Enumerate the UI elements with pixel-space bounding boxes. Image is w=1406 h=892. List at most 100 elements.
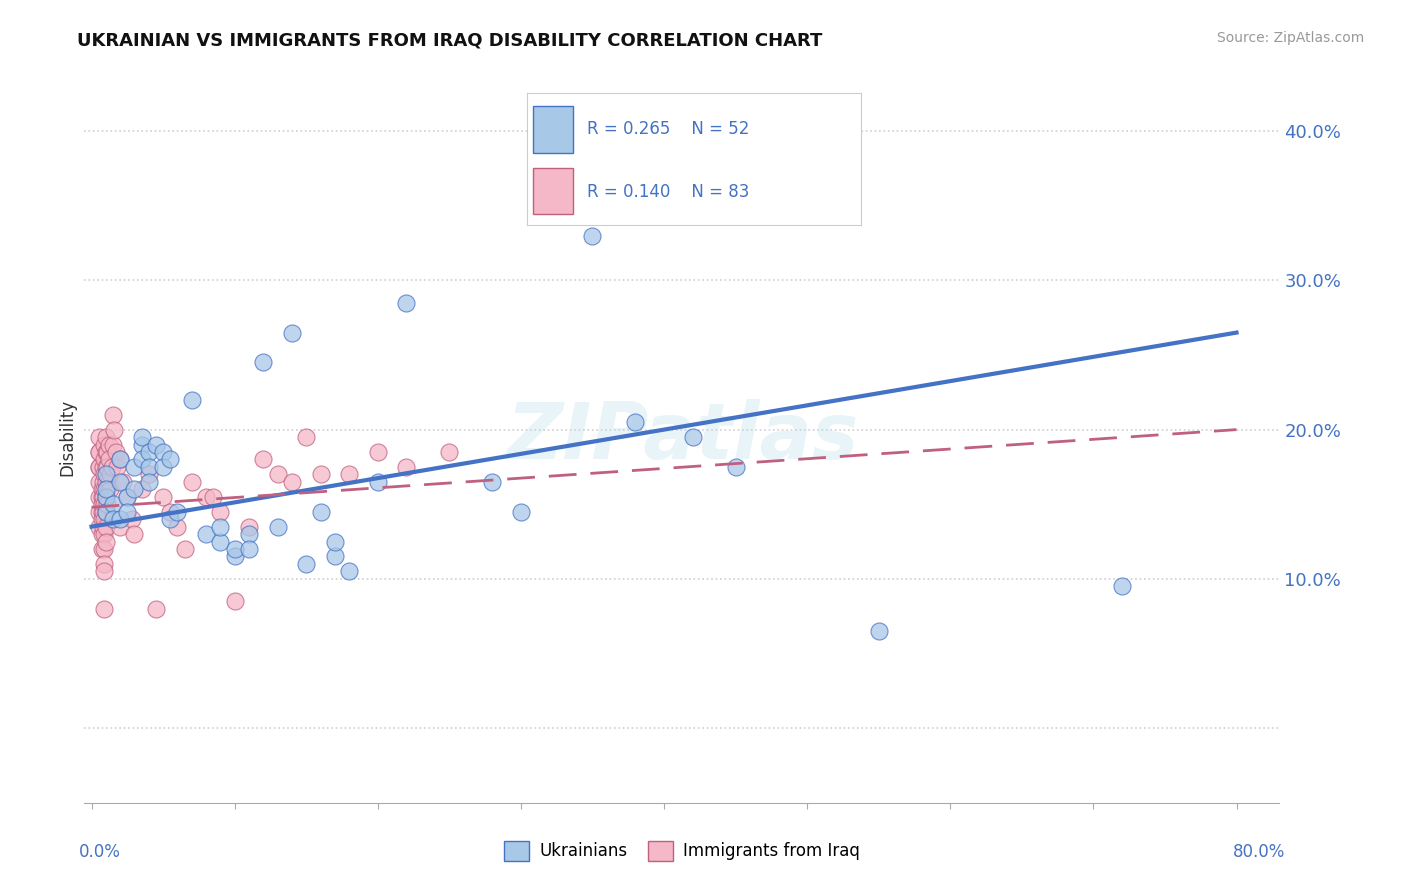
Point [94, 534, 117, 549]
Text: UKRAINIAN VS IMMIGRANTS FROM IRAQ DISABILITY CORRELATION CHART: UKRAINIAN VS IMMIGRANTS FROM IRAQ DISABI… [77, 31, 823, 49]
Point [87, 475, 110, 489]
Point [266, 467, 288, 482]
Point [93, 437, 115, 451]
Point [100, 459, 122, 474]
Point [94, 490, 117, 504]
Point [238, 527, 260, 541]
Point [93, 542, 115, 557]
Point [117, 490, 139, 504]
Point [796, 184, 818, 198]
Point [367, 475, 389, 489]
Point [138, 445, 160, 459]
Point [101, 408, 124, 422]
Point [90, 497, 112, 511]
Point [108, 452, 131, 467]
Point [395, 295, 418, 310]
Point [682, 430, 704, 444]
Point [224, 594, 246, 608]
Point [581, 228, 603, 243]
Point [395, 459, 418, 474]
Point [337, 565, 360, 579]
Point [94, 505, 117, 519]
Point [87, 490, 110, 504]
Point [94, 483, 117, 497]
Point [93, 565, 115, 579]
Point [93, 452, 115, 467]
Text: ZIPatlas: ZIPatlas [506, 399, 858, 475]
Point [93, 497, 115, 511]
Point [117, 505, 139, 519]
Point [509, 505, 531, 519]
Point [87, 445, 110, 459]
Point [152, 459, 174, 474]
Point [104, 445, 127, 459]
Point [121, 512, 143, 526]
Point [309, 467, 332, 482]
Point [131, 437, 153, 451]
Point [367, 445, 389, 459]
Point [94, 505, 117, 519]
Point [94, 467, 117, 482]
Point [96, 483, 118, 497]
Point [337, 467, 360, 482]
Point [868, 624, 890, 639]
Point [90, 490, 112, 504]
Point [195, 527, 218, 541]
Point [724, 459, 747, 474]
Point [295, 557, 318, 571]
Point [94, 519, 117, 533]
Point [309, 505, 332, 519]
Point [87, 445, 110, 459]
Point [87, 459, 110, 474]
Point [266, 519, 288, 533]
Point [252, 452, 274, 467]
Point [91, 475, 114, 489]
Point [108, 475, 131, 489]
Point [124, 483, 146, 497]
Point [87, 519, 110, 533]
Point [224, 549, 246, 564]
Point [93, 467, 115, 482]
Point [224, 542, 246, 557]
Point [152, 490, 174, 504]
Point [96, 445, 118, 459]
Point [94, 430, 117, 444]
Point [145, 601, 167, 615]
Point [98, 483, 121, 497]
Point [96, 459, 118, 474]
Point [93, 483, 115, 497]
Point [173, 542, 195, 557]
Point [93, 527, 115, 541]
Point [93, 601, 115, 615]
Point [97, 475, 120, 489]
Point [166, 519, 188, 533]
Point [94, 475, 117, 489]
Point [166, 505, 188, 519]
Point [159, 452, 181, 467]
Point [91, 505, 114, 519]
Point [624, 415, 647, 429]
Point [145, 437, 167, 451]
Point [209, 519, 232, 533]
Y-axis label: Disability: Disability [58, 399, 76, 475]
Point [152, 445, 174, 459]
Point [101, 437, 124, 451]
Point [94, 445, 117, 459]
Point [138, 467, 160, 482]
Point [108, 452, 131, 467]
Point [98, 467, 121, 482]
Point [91, 490, 114, 504]
Point [97, 437, 120, 451]
Point [209, 505, 232, 519]
Point [281, 326, 304, 340]
Point [105, 459, 128, 474]
Point [238, 542, 260, 557]
Point [131, 430, 153, 444]
Point [180, 475, 202, 489]
Point [323, 534, 346, 549]
Point [180, 392, 202, 407]
Point [481, 475, 503, 489]
Point [138, 459, 160, 474]
Point [94, 459, 117, 474]
Point [97, 452, 120, 467]
